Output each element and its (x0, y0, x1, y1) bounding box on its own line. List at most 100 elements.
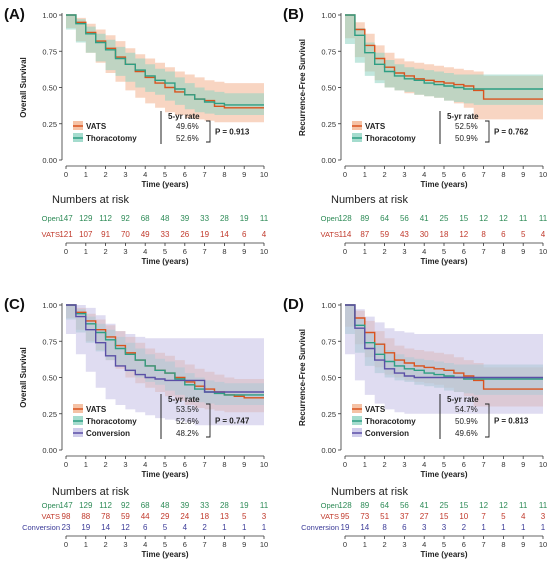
risk-count: 10 (459, 512, 468, 521)
risk-count: 56 (400, 501, 409, 510)
risk-x-tick-label: 2 (104, 540, 108, 549)
risk-x-tick-label: 3 (402, 247, 406, 256)
risk-table-title: Numbers at risk (52, 486, 130, 498)
x-tick-label: 7 (482, 170, 486, 179)
y-tick-label: 0.50 (321, 84, 336, 93)
rate-value-conversion: 48.2% (176, 429, 199, 438)
y-tick-label: 0.75 (321, 337, 336, 346)
x-tick-label: 4 (143, 170, 147, 179)
risk-count: 5 (242, 512, 247, 521)
risk-count: 44 (141, 512, 150, 521)
risk-row-label-conversion: Conversion (301, 523, 339, 532)
risk-count: 19 (240, 501, 249, 510)
x-tick-label: 2 (383, 170, 387, 179)
risk-x-tick-label: 6 (183, 247, 187, 256)
risk-count: 28 (220, 214, 229, 223)
risk-count: 25 (440, 214, 449, 223)
x-tick-label: 1 (84, 170, 88, 179)
risk-x-tick-label: 1 (363, 247, 367, 256)
risk-x-tick-label: 0 (64, 247, 68, 256)
risk-count: 23 (62, 523, 71, 532)
survival-curve-vats (345, 304, 543, 390)
risk-count: 3 (541, 512, 546, 521)
risk-count: 78 (101, 512, 110, 521)
legend-label-thoracotomy: Thoracotomy (365, 134, 416, 143)
risk-x-tick-label: 5 (442, 247, 446, 256)
risk-count: 15 (459, 214, 468, 223)
survival-curve-thoracotomy (345, 304, 543, 380)
rate-value-thoracotomy: 50.9% (455, 417, 478, 426)
risk-count: 1 (262, 523, 267, 532)
rate-value-vats: 49.6% (176, 122, 199, 131)
rate-value-thoracotomy: 50.9% (455, 134, 478, 143)
ci-band-thoracotomy (345, 15, 543, 105)
risk-count: 33 (161, 230, 170, 239)
x-tick-label: 9 (521, 170, 525, 179)
risk-count: 59 (380, 230, 389, 239)
risk-x-tick-label: 9 (242, 540, 246, 549)
risk-count: 39 (180, 214, 189, 223)
risk-count: 11 (260, 214, 269, 223)
risk-x-tick-label: 0 (343, 247, 347, 256)
legend-label-thoracotomy: Thoracotomy (86, 417, 137, 426)
risk-count: 48 (161, 501, 170, 510)
risk-x-tick-label: 4 (422, 247, 426, 256)
risk-count: 92 (121, 214, 130, 223)
x-axis-label: Time (years) (421, 180, 468, 189)
y-tick-label: 1.00 (42, 301, 57, 310)
risk-count: 3 (262, 512, 267, 521)
risk-count: 41 (420, 501, 429, 510)
risk-count: 121 (59, 230, 73, 239)
risk-x-tick-label: 0 (64, 540, 68, 549)
ci-band-conversion (66, 305, 264, 426)
x-tick-label: 4 (422, 460, 426, 469)
risk-count: 19 (200, 230, 209, 239)
risk-count: 24 (180, 512, 189, 521)
risk-x-tick-label: 6 (462, 247, 466, 256)
x-tick-label: 6 (462, 460, 466, 469)
legend-label-conversion: Conversion (365, 429, 409, 438)
risk-count: 28 (220, 501, 229, 510)
x-tick-label: 0 (64, 460, 68, 469)
risk-count: 11 (539, 501, 548, 510)
rate-header: 5-yr rate (168, 395, 200, 404)
risk-x-tick-label: 1 (363, 540, 367, 549)
p-value-bracket (485, 120, 490, 143)
risk-count: 89 (360, 501, 369, 510)
p-value: P = 0.762 (494, 128, 529, 137)
legend-label-thoracotomy: Thoracotomy (86, 134, 137, 143)
x-tick-label: 10 (539, 460, 547, 469)
risk-x-axis-label: Time (years) (421, 257, 468, 266)
risk-count: 112 (99, 214, 112, 223)
ci-band-conversion (345, 305, 543, 414)
y-tick-label: 0.25 (321, 120, 336, 129)
survival-curve-conversion (345, 304, 543, 379)
x-tick-label: 8 (222, 170, 226, 179)
x-tick-label: 5 (163, 460, 167, 469)
risk-count: 12 (499, 501, 508, 510)
panel-a: (A) Overall Survival 0.00 0.25 0.50 0.75 1.00 0… (4, 6, 269, 266)
panel-label: (D) (283, 296, 304, 313)
panel-d: (D) Recurrence-Free Survival 0.00 0.25 0.50 0… (283, 296, 548, 559)
p-value-bracket (206, 403, 211, 438)
y-tick-label: 0.00 (321, 156, 336, 165)
risk-count: 13 (220, 512, 229, 521)
x-tick-label: 3 (123, 170, 127, 179)
risk-count: 64 (380, 501, 389, 510)
y-tick-label: 1.00 (321, 11, 336, 20)
risk-count: 51 (380, 512, 389, 521)
risk-count: 14 (101, 523, 110, 532)
risk-count: 15 (459, 501, 468, 510)
risk-count: 19 (81, 523, 90, 532)
risk-count: 26 (180, 230, 189, 239)
risk-count: 95 (341, 512, 350, 521)
risk-count: 88 (81, 512, 90, 521)
risk-x-tick-label: 4 (143, 540, 147, 549)
rate-header: 5-yr rate (168, 112, 200, 121)
x-tick-label: 3 (123, 460, 127, 469)
x-tick-label: 2 (383, 460, 387, 469)
risk-count: 33 (200, 214, 209, 223)
rate-value-vats: 52.5% (455, 122, 478, 131)
risk-count: 98 (62, 512, 71, 521)
y-axis-label: Overall Survival (19, 57, 28, 117)
